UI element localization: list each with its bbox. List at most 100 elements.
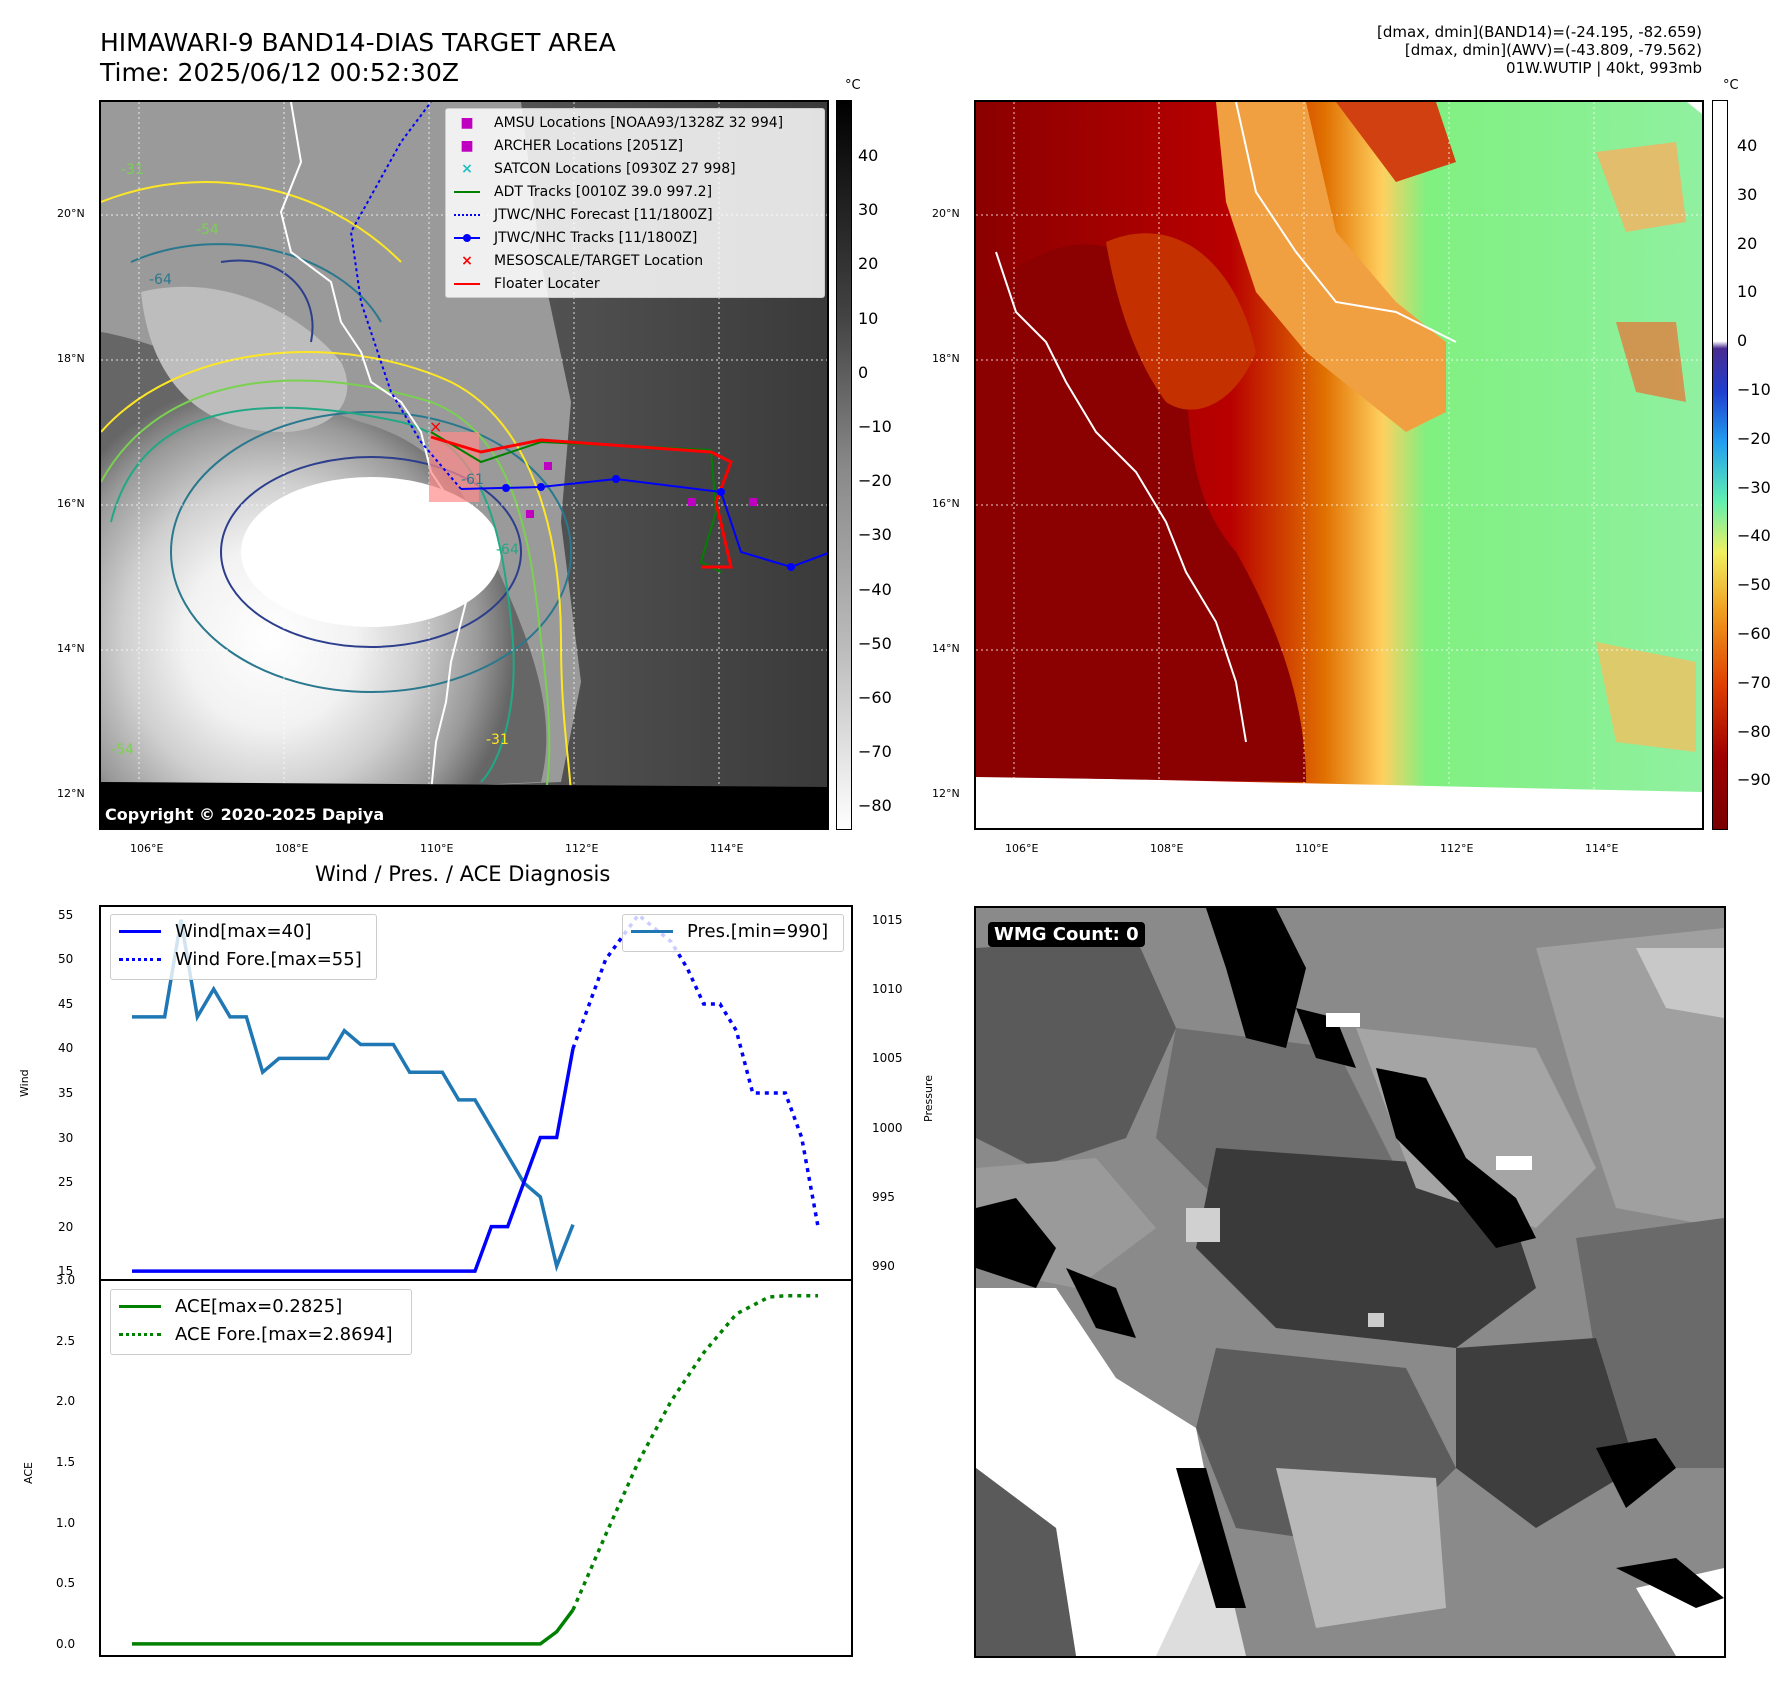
ace-axes [99,1279,853,1657]
archer-location [526,510,534,518]
ace-tick-label: 3.0 [56,1273,76,1287]
gray-colorbar-tick: −20 [858,471,892,491]
line-dot-marker-icon [454,234,480,242]
wind-tick-label: 50 [58,952,74,967]
color-colorbar-tick: 30 [1737,184,1758,204]
wind-tick-label: 45 [58,996,74,1011]
wind-tick-label: 55 [58,907,74,922]
gray-colorbar-tick: 10 [858,308,879,328]
color-colorbar-unit: °C [1723,78,1739,93]
awv-range: [dmax, dmin](AWV)=(-43.809, -79.562) [1404,41,1702,59]
pressure-tick-label: 1015 [872,912,903,927]
lon-tick: 112°E [1440,842,1474,855]
pressure-tick-label: 1010 [872,982,903,997]
adt-track [430,431,722,573]
contour-label: -31 [486,732,509,748]
jtwc-forecast-track [349,102,462,490]
gray-colorbar-tick: 30 [858,200,879,220]
legend-entry-pressure: Pres.[min=990] [631,921,828,942]
contour-label: -64 [149,272,172,288]
jtwc-track-point [717,488,725,496]
jtwc-track-point [537,483,545,491]
band14-range: [dmax, dmin](BAND14)=(-24.195, -82.659) [1377,23,1702,41]
lat-tick: 16°N [932,497,960,510]
ace-forecast-line [571,1294,818,1611]
legend-entry-wind-forecast: Wind Fore.[max=55] [119,949,362,970]
color-colorbar-tick: −50 [1737,575,1771,595]
contour-label: -54 [196,222,219,238]
wind-tick-label: 15 [58,1264,74,1279]
wmg-panel: WMG Count: 0 [974,906,1726,1658]
ace-tick-label: 1.0 [56,1515,76,1530]
color-colorbar-tick: −80 [1737,721,1771,741]
wind-tick-label: 35 [58,1086,74,1100]
color-colorbar-tick: −90 [1737,770,1771,790]
gray-colorbar-tick: −30 [858,525,892,545]
line-marker-icon [454,191,480,193]
lon-tick: 106°E [130,842,164,855]
floater-track [430,435,733,569]
wind-tick-label: 30 [58,1130,74,1145]
pressure-axis-label: Pressure [922,1075,935,1122]
wind-tick-label: 20 [58,1219,74,1234]
wmg-count-badge: WMG Count: 0 [988,922,1145,947]
wmg-image [976,908,1724,1656]
x-marker-icon: × [461,161,473,177]
ace-line [132,1608,575,1646]
dotted-line-icon [454,214,480,216]
archer-location [688,498,696,506]
contour-label: -54 [111,742,134,758]
lat-tick: 14°N [932,642,960,655]
gray-colorbar-tick: −50 [858,633,892,653]
map-legend: ■ AMSU Locations [NOAA93/1328Z 32 994] ■… [445,108,825,298]
mesoscale-target-marker: × [429,417,442,436]
contour-label: -31 [121,162,144,178]
lon-tick: 112°E [565,842,599,855]
x-marker-icon: × [461,253,473,269]
color-colorbar-tick: −30 [1737,477,1771,497]
legend-entry-floater: Floater Locater [454,273,600,295]
pressure-tick-label: 995 [872,1189,895,1204]
lon-tick: 114°E [710,842,744,855]
gray-colorbar-tick: −40 [858,579,892,599]
gray-colorbar-unit: °C [845,78,861,93]
amsu-location [544,462,552,470]
jtwc-track-point [787,563,795,571]
lat-tick: 12°N [57,787,85,800]
figure-title: HIMAWARI-9 BAND14-DIAS TARGET AREA [100,28,616,57]
square-marker-icon: ■ [460,138,474,154]
line-marker-icon [454,283,480,285]
legend-entry-jtwc-forecast: JTWC/NHC Forecast [11/1800Z] [454,204,713,226]
gray-colorbar-tick: −70 [858,742,892,762]
lon-tick: 106°E [1005,842,1039,855]
color-colorbar-tick: −40 [1737,526,1771,546]
pressure-tick-label: 1000 [872,1120,903,1135]
awv-map-panel [974,100,1704,830]
solid-line-icon [631,930,673,933]
color-colorbar-tick: −20 [1737,428,1771,448]
color-colorbar-tick: −60 [1737,624,1771,643]
dotted-line-icon [119,958,161,961]
legend-entry-adt: ADT Tracks [0010Z 39.0 997.2] [454,181,712,203]
archer-location [749,498,757,506]
figure-time: Time: 2025/06/12 00:52:30Z [100,58,459,87]
lon-tick: 108°E [275,842,309,855]
pressure-tick-label: 1005 [872,1051,903,1066]
contour-label: -61 [461,472,484,488]
wind-line [132,1048,575,1273]
lon-tick: 110°E [420,842,454,855]
awv-map-image [976,102,1702,828]
gray-colorbar-tick: −10 [858,417,892,436]
legend-entry-archer: ■ ARCHER Locations [2051Z] [454,135,683,157]
legend-entry-ace-forecast: ACE Fore.[max=2.8694] [119,1324,393,1345]
lat-tick: 18°N [932,352,960,365]
color-colorbar-tick: −10 [1737,380,1771,399]
legend-entry-satcon: × SATCON Locations [0930Z 27 998] [454,158,736,180]
pressure-tick-label: 990 [872,1259,895,1274]
legend-entry-wind: Wind[max=40] [119,921,312,942]
color-colorbar-tick: 40 [1737,136,1758,155]
lat-tick: 12°N [932,787,960,800]
gray-colorbar-tick: −80 [858,796,892,816]
wmg-cell [1186,1208,1220,1242]
wind-axis-label: Wind [18,1069,31,1097]
